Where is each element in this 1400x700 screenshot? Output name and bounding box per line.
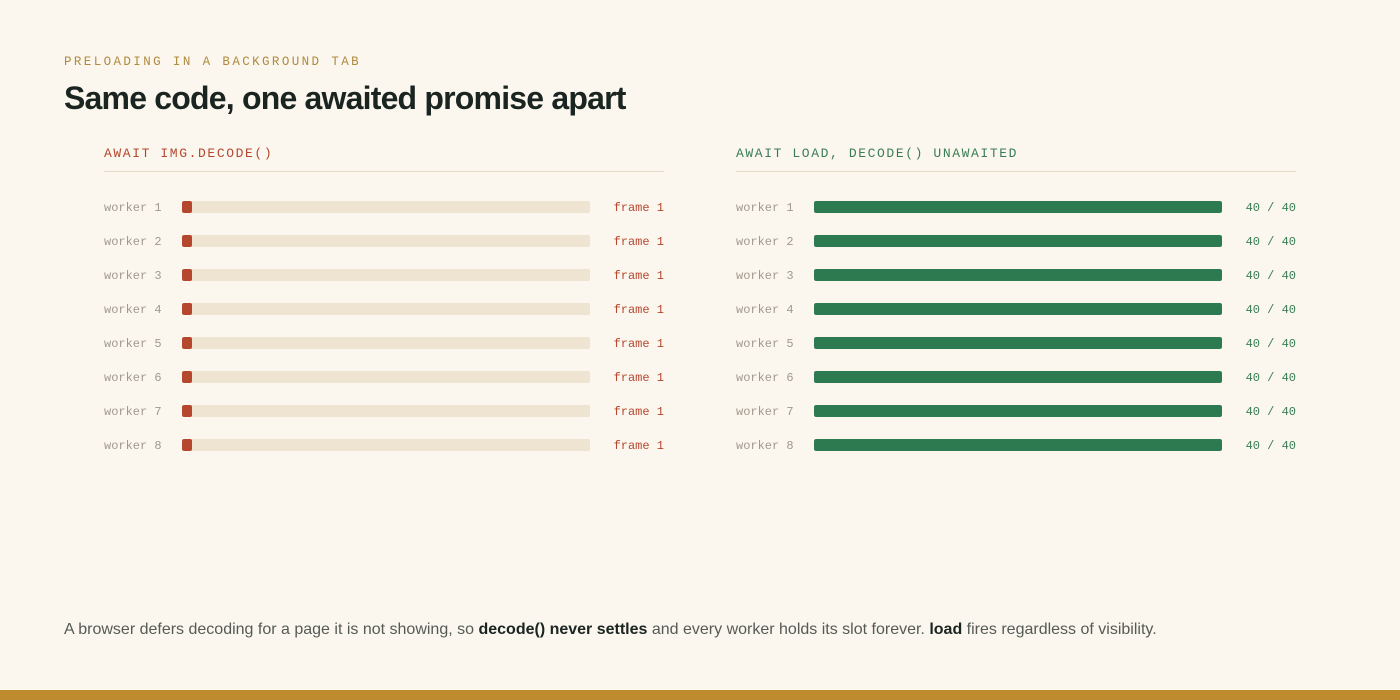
bar-track (182, 337, 590, 349)
caption-text: A browser defers decoding for a page it … (64, 621, 479, 638)
worker-label: worker 1 (736, 201, 794, 215)
bar-track (182, 371, 590, 383)
chart-title: AWAIT LOAD, DECODE() UNAWAITED (736, 146, 1296, 172)
bar-track (182, 405, 590, 417)
chart-await-decode: AWAIT IMG.DECODE() worker 1 frame 1 worker… (104, 146, 664, 479)
bar-track (182, 303, 590, 315)
bar-track (814, 269, 1222, 281)
caption-emphasis: load (929, 621, 963, 638)
bar (814, 439, 1222, 451)
bar-value-label: frame 1 (613, 235, 664, 249)
caption-emphasis: decode() never settles (478, 621, 648, 638)
caption-text: and every worker holds its slot forever. (647, 621, 930, 638)
bar-row: worker 1 40 / 40 (736, 201, 1296, 241)
bar-row: worker 6 40 / 40 (736, 371, 1296, 411)
bar-row: worker 6 frame 1 (104, 371, 664, 411)
worker-label: worker 7 (104, 405, 162, 419)
worker-label: worker 8 (736, 439, 794, 453)
worker-label: worker 5 (104, 337, 162, 351)
bar-value-label: frame 1 (613, 337, 664, 351)
bar-value-label: 40 / 40 (1245, 337, 1296, 351)
bar-value-label: frame 1 (613, 405, 664, 419)
bar-track (182, 201, 590, 213)
bar (182, 337, 192, 349)
bar (182, 201, 192, 213)
worker-label: worker 7 (736, 405, 794, 419)
bar-row: worker 5 40 / 40 (736, 337, 1296, 377)
bar-track (182, 269, 590, 281)
bar-rows: worker 1 frame 1 worker 2 frame 1 worker 3 fr… (104, 201, 664, 479)
bar-track (814, 371, 1222, 383)
bar-row: worker 4 40 / 40 (736, 303, 1296, 343)
bar-value-label: 40 / 40 (1245, 405, 1296, 419)
bar-value-label: 40 / 40 (1245, 269, 1296, 283)
worker-label: worker 2 (104, 235, 162, 249)
worker-label: worker 4 (736, 303, 794, 317)
chart-title: AWAIT IMG.DECODE() (104, 146, 664, 172)
bar (814, 405, 1222, 417)
bar (182, 405, 192, 417)
bottom-accent-bar (0, 690, 1400, 700)
worker-label: worker 3 (736, 269, 794, 283)
bar-value-label: frame 1 (613, 371, 664, 385)
bar (814, 337, 1222, 349)
worker-label: worker 8 (104, 439, 162, 453)
eyebrow-label: PRELOADING IN A BACKGROUND TAB (64, 55, 362, 69)
bar-row: worker 7 40 / 40 (736, 405, 1296, 445)
worker-label: worker 1 (104, 201, 162, 215)
bar-row: worker 8 40 / 40 (736, 439, 1296, 479)
bar (814, 371, 1222, 383)
bar-row: worker 4 frame 1 (104, 303, 664, 343)
bar-value-label: 40 / 40 (1245, 303, 1296, 317)
bar-track (814, 439, 1222, 451)
caption: A browser defers decoding for a page it … (64, 621, 1157, 639)
bar-track (814, 405, 1222, 417)
bar-row: worker 2 frame 1 (104, 235, 664, 275)
bar-value-label: 40 / 40 (1245, 371, 1296, 385)
bar-track (182, 439, 590, 451)
bar (182, 439, 192, 451)
bar (182, 371, 192, 383)
caption-text: fires regardless of visibility. (962, 621, 1157, 638)
bar (182, 269, 192, 281)
worker-label: worker 6 (104, 371, 162, 385)
bar (182, 235, 192, 247)
page-title: Same code, one awaited promise apart (64, 80, 626, 116)
bar-track (814, 235, 1222, 247)
bar-row: worker 5 frame 1 (104, 337, 664, 377)
worker-label: worker 6 (736, 371, 794, 385)
bar-row: worker 3 frame 1 (104, 269, 664, 309)
bar-track (814, 303, 1222, 315)
bar (814, 303, 1222, 315)
worker-label: worker 3 (104, 269, 162, 283)
worker-label: worker 2 (736, 235, 794, 249)
bar (814, 269, 1222, 281)
bar-value-label: 40 / 40 (1245, 235, 1296, 249)
chart-await-load: AWAIT LOAD, DECODE() UNAWAITED worker 1 4… (736, 146, 1296, 479)
bar-row: worker 1 frame 1 (104, 201, 664, 241)
bar-row: worker 7 frame 1 (104, 405, 664, 445)
bar-row: worker 8 frame 1 (104, 439, 664, 479)
bar (814, 201, 1222, 213)
bar-value-label: frame 1 (613, 269, 664, 283)
bar-row: worker 2 40 / 40 (736, 235, 1296, 275)
worker-label: worker 5 (736, 337, 794, 351)
bar (182, 303, 192, 315)
worker-label: worker 4 (104, 303, 162, 317)
bar-value-label: frame 1 (613, 201, 664, 215)
bar-value-label: frame 1 (613, 303, 664, 317)
bar-value-label: frame 1 (613, 439, 664, 453)
bar-track (182, 235, 590, 247)
bar-track (814, 201, 1222, 213)
bar-row: worker 3 40 / 40 (736, 269, 1296, 309)
bar-track (814, 337, 1222, 349)
bar-value-label: 40 / 40 (1245, 439, 1296, 453)
bar-rows: worker 1 40 / 40 worker 2 40 / 40 worker 3 40… (736, 201, 1296, 479)
bar (814, 235, 1222, 247)
bar-value-label: 40 / 40 (1245, 201, 1296, 215)
